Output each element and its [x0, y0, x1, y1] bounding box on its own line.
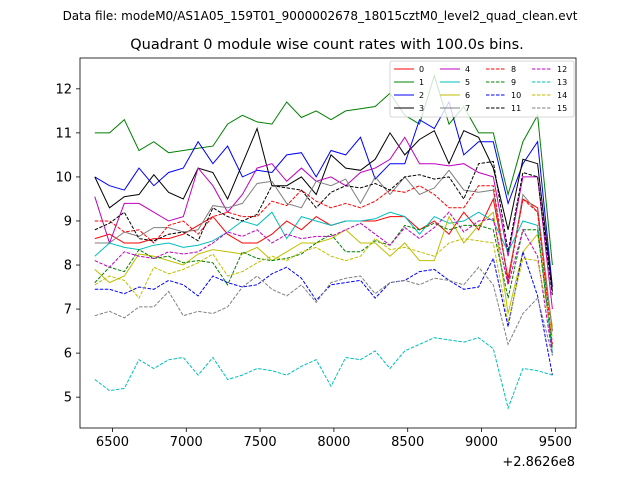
series-line-5: [94, 211, 553, 354]
legend-label-14: 14: [557, 91, 567, 100]
series-line-8: [94, 185, 553, 345]
series-line-13: [94, 337, 553, 410]
legend-label-4: 4: [465, 65, 470, 74]
x-tick-label: 8000: [317, 435, 350, 450]
series-line-9: [94, 222, 553, 349]
legend-label-1: 1: [419, 78, 424, 87]
x-tick-label: 8500: [391, 435, 424, 450]
y-tick-label: 9: [64, 214, 72, 229]
series-line-2: [94, 100, 553, 288]
y-tick-label: 5: [64, 391, 72, 406]
series-line-14: [94, 237, 553, 336]
legend-label-9: 9: [511, 78, 516, 87]
y-tick-label: 11: [55, 126, 72, 141]
x-tick-label: 7500: [244, 435, 277, 450]
series-line-15: [94, 266, 553, 356]
legend-label-13: 13: [557, 78, 567, 87]
legend-label-10: 10: [511, 91, 521, 100]
y-tick-label: 10: [55, 170, 72, 185]
legend-label-7: 7: [465, 104, 470, 113]
legend-label-3: 3: [419, 104, 424, 113]
series-line-10: [94, 249, 553, 376]
series-line-1: [94, 73, 553, 266]
legend-label-2: 2: [419, 91, 424, 100]
legend-label-8: 8: [511, 65, 516, 74]
legend-label-15: 15: [557, 104, 567, 113]
series-line-11: [94, 160, 553, 296]
x-tick-label: 6500: [96, 435, 129, 450]
legend-label-0: 0: [419, 65, 424, 74]
x-tick-label: 7000: [170, 435, 203, 450]
legend-label-5: 5: [465, 78, 470, 87]
legend-label-6: 6: [465, 91, 470, 100]
file-suptitle: Data file: modeM0/AS1A05_159T01_90000026…: [63, 9, 578, 23]
series-line-4: [94, 136, 553, 310]
series-line-7: [94, 169, 553, 332]
series-line-0: [94, 197, 553, 332]
axes-frame: [79, 57, 577, 429]
series-line-6: [94, 211, 553, 327]
y-tick-label: 6: [64, 347, 72, 362]
x-tick-label: 9500: [539, 435, 572, 450]
plot-area: 6500 7000 7500 8000 8500 9000 9500567891011120…: [55, 57, 577, 450]
y-tick-label: 7: [64, 303, 72, 318]
series-line-3: [94, 126, 553, 292]
y-tick-label: 8: [64, 259, 72, 274]
legend-box: [389, 60, 575, 118]
legend-label-11: 11: [511, 104, 521, 113]
chart-title: Quadrant 0 module wise count rates with …: [130, 37, 524, 53]
x-offset-label: +2.8626e8: [502, 455, 575, 470]
legend-label-12: 12: [557, 65, 567, 74]
series-line-12: [94, 211, 553, 356]
y-tick-label: 12: [55, 82, 72, 97]
x-tick-label: 9000: [465, 435, 498, 450]
